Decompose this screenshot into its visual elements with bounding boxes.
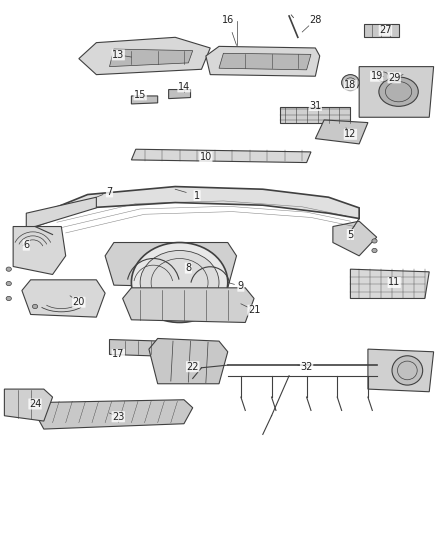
Polygon shape [123,288,254,322]
Polygon shape [368,349,434,392]
Polygon shape [359,67,434,117]
Text: 23: 23 [112,412,124,422]
Polygon shape [105,243,237,288]
Polygon shape [26,197,96,229]
Text: 17: 17 [112,350,124,359]
Text: 28: 28 [309,15,321,25]
Ellipse shape [379,77,418,107]
Text: 29: 29 [388,73,400,83]
Ellipse shape [372,248,377,253]
Ellipse shape [372,239,377,243]
Polygon shape [315,120,368,144]
Text: 24: 24 [29,399,41,409]
Polygon shape [364,24,399,37]
Polygon shape [35,400,193,429]
Ellipse shape [32,304,38,309]
Ellipse shape [342,75,359,91]
Text: 6: 6 [23,240,29,250]
Polygon shape [4,389,53,421]
Ellipse shape [392,356,423,385]
Text: 11: 11 [388,278,400,287]
Text: 1: 1 [194,191,200,200]
Text: 21: 21 [248,305,260,315]
Text: 16: 16 [222,15,234,25]
Polygon shape [333,221,377,256]
Text: 13: 13 [112,50,124,60]
Polygon shape [149,338,228,384]
Text: 22: 22 [187,362,199,372]
Ellipse shape [378,72,389,82]
Ellipse shape [6,281,11,286]
Text: 12: 12 [344,130,357,139]
Polygon shape [131,149,311,163]
Polygon shape [13,227,66,274]
Polygon shape [79,37,210,75]
Polygon shape [22,280,105,317]
Polygon shape [131,96,158,104]
Text: 27: 27 [379,26,392,35]
Polygon shape [219,53,311,70]
Text: 19: 19 [371,71,383,81]
Text: 20: 20 [73,297,85,307]
Ellipse shape [6,296,11,301]
Text: 9: 9 [238,281,244,291]
Text: 7: 7 [106,187,113,197]
Ellipse shape [131,243,228,322]
Text: 8: 8 [185,263,191,273]
Polygon shape [35,187,359,227]
Text: 15: 15 [134,90,146,100]
Polygon shape [350,269,429,298]
Polygon shape [280,107,350,123]
Text: 18: 18 [344,80,357,90]
Polygon shape [110,49,193,67]
Text: 32: 32 [300,362,313,372]
Polygon shape [169,90,191,99]
Ellipse shape [140,251,219,314]
Text: 5: 5 [347,230,353,239]
Text: 31: 31 [309,101,321,110]
Text: 14: 14 [178,82,190,92]
Ellipse shape [6,267,11,271]
Polygon shape [110,340,162,356]
Text: 10: 10 [200,152,212,162]
Polygon shape [206,46,320,76]
